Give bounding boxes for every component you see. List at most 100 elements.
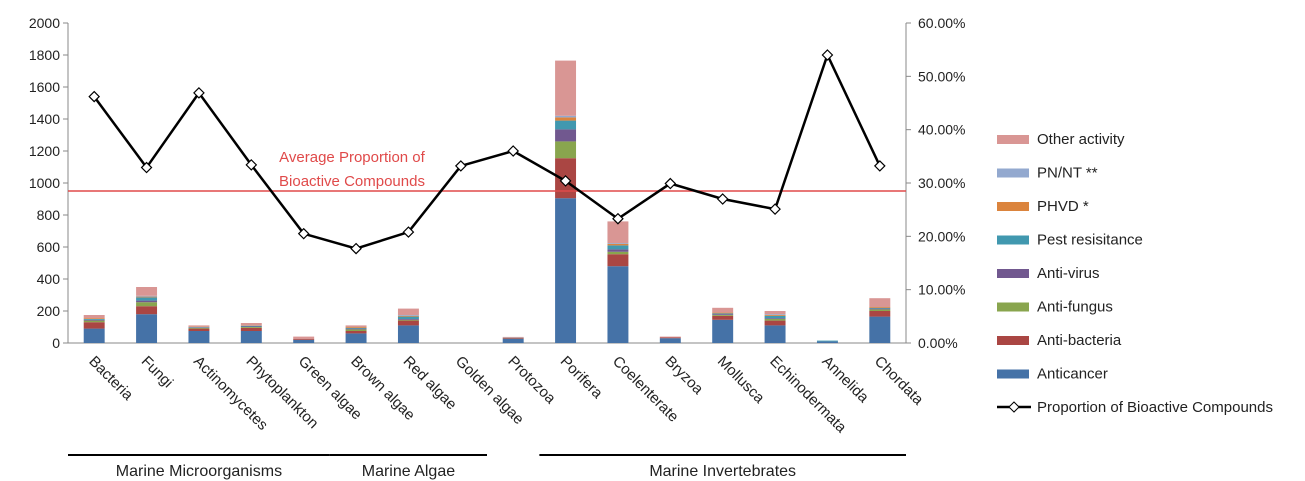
legend-label: PN/NT **	[1037, 165, 1098, 182]
bar-segment	[293, 339, 315, 340]
bar-segment	[502, 339, 524, 343]
bar-segment	[240, 327, 262, 328]
bar-segment	[555, 117, 577, 121]
bar-segment	[607, 249, 629, 252]
proportion-marker	[88, 90, 101, 103]
y-right-tick-label: 60.00%	[918, 15, 965, 31]
chart-axes: 0 200 400 600 800 1000 1200 1400 1600 1800 2000 0.0…	[29, 15, 966, 351]
bar-segment	[712, 315, 734, 316]
bar-segment	[764, 319, 786, 321]
proportion-marker	[297, 227, 310, 240]
proportion-marker	[769, 203, 781, 215]
bar-segment	[869, 307, 891, 308]
bar-segment	[764, 318, 786, 319]
y-left-tick-label: 400	[37, 271, 61, 287]
bar-segment	[869, 308, 891, 310]
legend-swatch	[997, 336, 1029, 345]
proportion-marker	[507, 145, 520, 157]
x-tick-label: Bacteria	[85, 353, 136, 404]
legend-label: Anti-bacteria	[1037, 332, 1122, 349]
proportion-marker	[664, 177, 677, 190]
bar-segment	[607, 266, 629, 343]
bar-segment	[345, 329, 367, 331]
legend-label: Other activity	[1037, 131, 1125, 148]
bar-segment	[764, 320, 786, 326]
bar-segment	[764, 311, 786, 315]
y-left-tick-label: 200	[37, 303, 61, 319]
bar-segment	[607, 243, 629, 246]
bar-segment	[83, 315, 105, 319]
bar-segment	[83, 328, 105, 343]
bar-segment	[136, 287, 158, 296]
legend-label: Proportion of Bioactive Compounds	[1037, 399, 1273, 416]
proportion-marker	[402, 226, 415, 238]
legend-swatch	[997, 168, 1029, 178]
bar-segment	[555, 129, 577, 142]
average-line-label: Bioactive Compounds	[279, 173, 425, 190]
bar-segment	[869, 298, 891, 307]
bar-segment	[712, 312, 734, 314]
y-right-tick-label: 40.00%	[918, 122, 965, 138]
bar-segment	[345, 331, 367, 334]
y-right-tick-label: 0.00%	[918, 335, 958, 351]
bar-segment	[659, 338, 681, 343]
x-tick-labels: Bacteria Fungi ActinomycetesPhytoplanktonG…	[85, 353, 927, 437]
bar-segment	[607, 254, 629, 267]
bar-segment	[555, 120, 577, 130]
bar-segment	[397, 325, 419, 343]
bar-segment	[607, 245, 629, 250]
y-left-tick-label: 600	[37, 239, 61, 255]
bar-segment	[83, 319, 105, 320]
legend-label: Anticancer	[1037, 366, 1108, 383]
bar-segment	[869, 311, 891, 317]
proportion-line-group	[88, 49, 886, 255]
group-label: Marine Algae	[362, 463, 455, 480]
bar-segment	[397, 316, 419, 319]
legend-swatch	[997, 235, 1029, 245]
bar-segment	[712, 307, 734, 313]
category-groups: Marine Microorganisms Marine Algae Marine …	[68, 454, 906, 480]
x-tick-label: Porifera	[557, 353, 607, 403]
bar-segment	[397, 308, 419, 315]
bar-segment	[607, 251, 629, 255]
proportion-marker	[612, 212, 624, 225]
bar-segment	[712, 319, 734, 343]
bar-segment	[659, 337, 681, 339]
bar-segment	[764, 325, 786, 343]
x-tick-label: Fungi	[138, 353, 177, 392]
y-left-tick-label: 1600	[29, 79, 60, 95]
bar-segment	[188, 331, 210, 343]
bar-segment	[397, 315, 419, 317]
y-left-tick-label: 800	[37, 207, 61, 223]
y-right-tick-label: 10.00%	[918, 282, 965, 298]
bar-segment	[345, 325, 367, 327]
proportion-marker	[245, 159, 258, 171]
bar-segment	[712, 314, 734, 315]
bar-segment	[188, 325, 210, 327]
bar-segment	[555, 141, 577, 159]
proportion-marker	[193, 87, 205, 99]
bar-segment	[136, 300, 158, 303]
bar-segment	[83, 319, 105, 321]
y-right-tick-label: 20.00%	[918, 228, 965, 244]
bar-segment	[712, 315, 734, 320]
y-left-tick-label: 1800	[29, 47, 60, 63]
bar-segment	[136, 296, 158, 298]
y-right-tick-label: 50.00%	[918, 68, 965, 84]
legend-label: Pest resisitance	[1037, 232, 1143, 249]
bar-segment	[712, 313, 734, 315]
bar-segment	[345, 328, 367, 330]
legend-swatch	[997, 202, 1029, 211]
bar-segment	[136, 297, 158, 301]
bar-segment	[136, 295, 158, 297]
x-tick-label: Annelida	[819, 353, 873, 407]
average-line-group: Average Proportion of Bioactive Compounds	[68, 149, 906, 192]
y-left-tick-label: 0	[52, 335, 60, 351]
bar-segment	[345, 327, 367, 329]
bar-segment	[555, 60, 577, 116]
bar-segment	[659, 336, 681, 338]
bar-segment	[240, 331, 262, 343]
bar-segment	[607, 221, 629, 243]
bar-segment	[397, 315, 419, 316]
